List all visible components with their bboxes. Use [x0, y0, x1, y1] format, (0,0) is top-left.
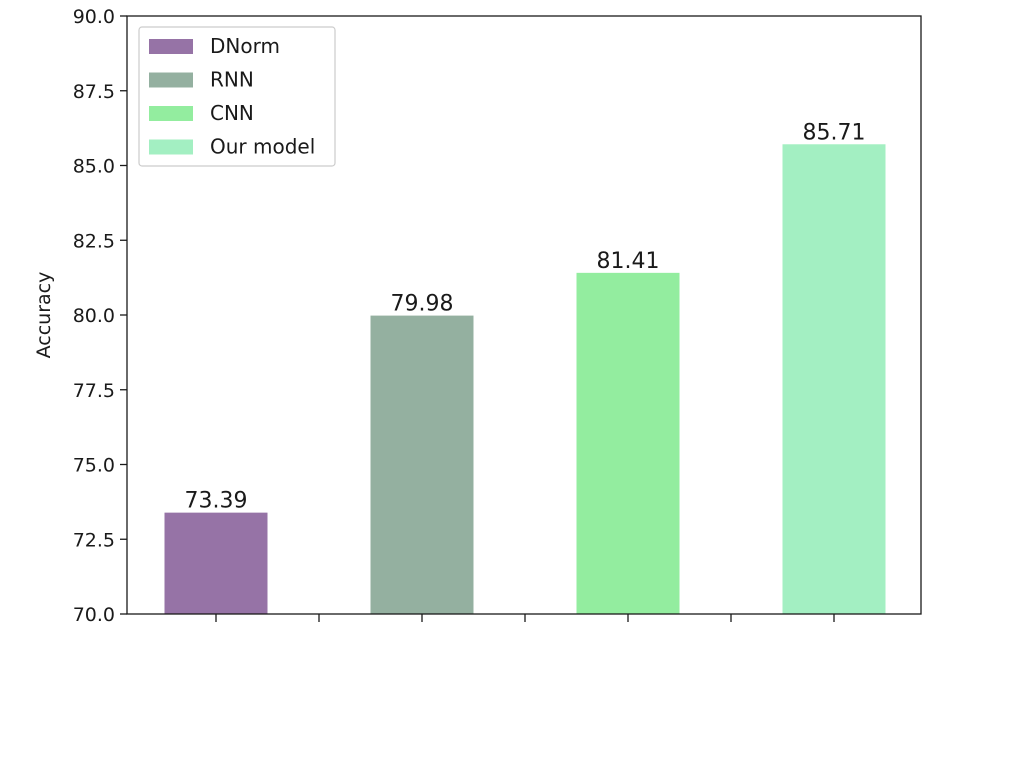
- y-tick-label: 90.0: [73, 6, 115, 28]
- legend-swatch: [149, 106, 193, 121]
- y-tick-label: 72.5: [73, 529, 115, 551]
- legend-label: DNorm: [210, 34, 280, 58]
- y-tick-label: 80.0: [73, 305, 115, 327]
- legend-frame: [138, 26, 336, 167]
- legend-swatch: [149, 139, 193, 155]
- legend-entries: DNorm RNN CNN Our model: [149, 34, 315, 159]
- legend-label: RNN: [210, 68, 254, 92]
- legend-label: Our model: [210, 135, 315, 159]
- data-labels-layer: 73.39 79.98 81.41 85.71: [185, 120, 866, 513]
- bar-value-label: 73.39: [185, 489, 248, 514]
- y-tick-label: 75.0: [73, 455, 115, 477]
- y-tick-label: 77.5: [73, 380, 115, 402]
- legend-label: CNN: [210, 101, 254, 125]
- legend-swatch: [149, 39, 193, 54]
- y-tick-label: 85.0: [73, 156, 115, 178]
- bar-rnn: [370, 315, 474, 614]
- y-tick-label: 82.5: [73, 230, 115, 252]
- bar-value-label: 85.71: [803, 120, 866, 145]
- legend: DNorm RNN CNN Our model: [138, 26, 336, 167]
- x-axis: [215, 614, 835, 622]
- bar-our-model: [782, 144, 886, 614]
- y-tick-label: 70.0: [73, 604, 115, 626]
- bars-layer: [164, 144, 886, 614]
- bar-value-label: 79.98: [391, 292, 454, 317]
- bar-value-label: 81.41: [597, 249, 660, 274]
- bar-cnn: [576, 272, 680, 614]
- y-tick-label: 87.5: [73, 81, 115, 103]
- bar-dnorm: [164, 512, 268, 614]
- legend-swatch: [149, 72, 193, 88]
- y-axis-label: Accuracy: [33, 272, 55, 359]
- y-axis: 70.0 72.5 75.0 77.5 80.0 82.5 85.0 87.5 90.0: [73, 6, 127, 626]
